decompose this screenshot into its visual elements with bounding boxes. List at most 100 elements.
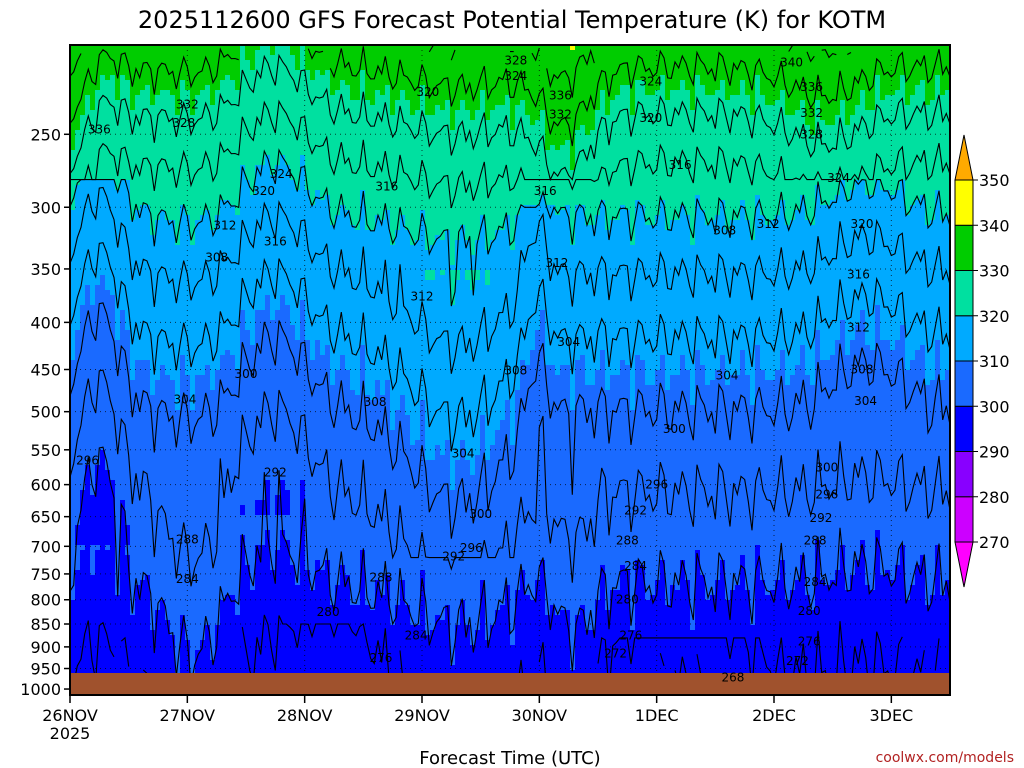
temperature-band-cell bbox=[755, 85, 761, 91]
temperature-band-cell bbox=[525, 105, 601, 111]
temperature-band-cell bbox=[695, 105, 751, 111]
contour-label: 304 bbox=[854, 394, 877, 408]
temperature-band-cell bbox=[665, 385, 671, 391]
temperature-band-cell bbox=[205, 210, 211, 216]
temperature-band-cell bbox=[545, 110, 596, 116]
temperature-band-cell bbox=[805, 580, 816, 586]
temperature-band-cell bbox=[150, 100, 156, 106]
temperature-band-cell bbox=[115, 335, 121, 341]
temperature-band-cell bbox=[520, 205, 556, 211]
temperature-band-cell bbox=[280, 535, 286, 541]
temperature-band-cell bbox=[575, 205, 586, 211]
temperature-band-cell bbox=[235, 605, 241, 611]
temperature-band-cell bbox=[595, 215, 606, 221]
temperature-band-cell bbox=[435, 275, 451, 281]
temperature-band-cell bbox=[70, 590, 76, 596]
temperature-band-cell bbox=[405, 90, 421, 96]
temperature-band-cell bbox=[300, 300, 306, 306]
temperature-band-cell bbox=[900, 325, 906, 331]
temperature-band-cell bbox=[865, 100, 876, 106]
temperature-band-cell bbox=[85, 470, 91, 476]
temperature-band-cell bbox=[745, 565, 756, 571]
isentrope-324 bbox=[70, 99, 950, 209]
temperature-band-cell bbox=[755, 210, 761, 216]
temperature-band-cell bbox=[265, 540, 271, 546]
temperature-band-cell bbox=[135, 595, 151, 601]
temperature-band-cell bbox=[510, 245, 516, 251]
temperature-band-cell bbox=[330, 360, 341, 366]
temperature-band-cell bbox=[715, 375, 726, 381]
temperature-band-cell bbox=[940, 560, 950, 566]
temperature-band-cell bbox=[120, 85, 131, 91]
temperature-band-cell bbox=[860, 315, 866, 321]
temperature-band-cell bbox=[270, 485, 281, 491]
temperature-band-cell bbox=[485, 630, 491, 636]
contour-label: 324 bbox=[504, 69, 527, 83]
temperature-band-cell bbox=[880, 570, 886, 576]
contour-label: 276 bbox=[369, 651, 392, 665]
temperature-band-cell bbox=[185, 620, 221, 626]
temperature-band-cell bbox=[265, 305, 271, 311]
temperature-band-cell bbox=[100, 80, 116, 86]
temperature-band-cell bbox=[390, 615, 396, 621]
temperature-band-cell bbox=[820, 335, 841, 341]
temperature-band-cell bbox=[915, 565, 926, 571]
temperature-band-cell bbox=[690, 390, 696, 396]
temperature-band-cell bbox=[405, 590, 421, 596]
temperature-band-cell bbox=[875, 330, 881, 336]
temperature-band-cell bbox=[910, 365, 926, 371]
temperature-band-cell bbox=[395, 615, 411, 621]
temperature-band-cell bbox=[695, 360, 701, 366]
temperature-band-cell bbox=[335, 590, 351, 596]
temperature-band-cell bbox=[685, 565, 696, 571]
temperature-band-cell bbox=[705, 370, 716, 376]
temperature-band-cell bbox=[485, 430, 496, 436]
temperature-band-cell bbox=[630, 240, 636, 246]
temperature-band-cell bbox=[925, 100, 931, 106]
temperature-band-cell bbox=[450, 450, 461, 456]
temperature-band-cell bbox=[420, 90, 426, 96]
temperature-band-cell bbox=[780, 95, 786, 101]
temperature-band-cell bbox=[485, 605, 501, 611]
temperature-band-cell bbox=[175, 235, 181, 241]
temperature-band-cell bbox=[900, 330, 906, 336]
temperature-band-cell bbox=[670, 375, 691, 381]
temperature-band-cell bbox=[780, 570, 786, 576]
temperature-band-cell bbox=[585, 360, 601, 366]
temperature-band-cell bbox=[115, 495, 266, 501]
temperature-band-cell bbox=[605, 95, 616, 101]
temperature-band-cell bbox=[510, 235, 516, 241]
temperature-band-cell bbox=[310, 570, 316, 576]
temperature-band-cell bbox=[925, 565, 936, 571]
temperature-band-cell bbox=[905, 330, 950, 336]
contour-label: 312 bbox=[411, 290, 434, 304]
contour-label: 308 bbox=[205, 250, 228, 264]
temperature-band-cell bbox=[915, 580, 926, 586]
legend-swatch bbox=[954, 315, 974, 362]
temperature-band-cell bbox=[510, 420, 516, 426]
temperature-band-cell bbox=[170, 375, 181, 381]
temperature-band-cell bbox=[755, 595, 786, 601]
temperature-band-cell bbox=[455, 290, 950, 296]
temperature-band-cell bbox=[330, 345, 361, 351]
temperature-band-cell bbox=[875, 575, 891, 581]
temperature-band-cell bbox=[935, 80, 941, 86]
temperature-band-cell bbox=[785, 590, 791, 596]
temperature-band-cell bbox=[865, 580, 876, 586]
temperature-band-cell bbox=[475, 115, 486, 121]
temperature-band-cell bbox=[365, 580, 376, 586]
temperature-band-cell bbox=[365, 365, 521, 371]
temperature-band-cell bbox=[820, 330, 841, 336]
temperature-band-cell bbox=[515, 630, 571, 636]
temperature-band-cell bbox=[905, 100, 911, 106]
temperature-band-cell bbox=[90, 560, 96, 566]
temperature-band-cell bbox=[485, 420, 501, 426]
temperature-band-cell bbox=[175, 385, 181, 391]
temperature-band-cell bbox=[695, 205, 701, 211]
temperature-band-cell bbox=[760, 365, 781, 371]
temperature-band-cell bbox=[670, 95, 691, 101]
temperature-band-cell bbox=[475, 640, 511, 646]
temperature-band-cell bbox=[245, 545, 256, 551]
temperature-band-cell bbox=[570, 620, 576, 626]
temperature-band-cell bbox=[515, 240, 571, 246]
